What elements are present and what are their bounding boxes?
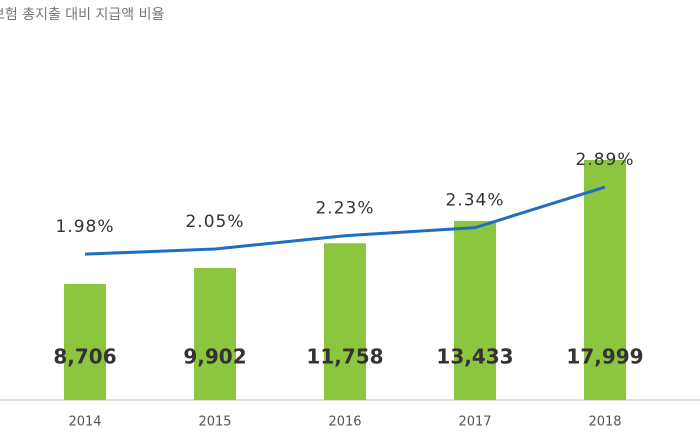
line — [84, 185, 606, 256]
bar — [64, 283, 106, 400]
x-tick-label: 2014 — [68, 415, 101, 430]
x-tick-label: 2015 — [198, 415, 231, 430]
line-value-label: 2.34% — [445, 191, 504, 211]
bar — [324, 243, 366, 400]
line-value-label: 2.05% — [185, 212, 244, 232]
bar-value-label: 11,758 — [306, 345, 383, 369]
bar-value-label: 13,433 — [436, 345, 513, 369]
bar — [454, 220, 496, 400]
line-value-label: 2.89% — [575, 150, 634, 170]
chart-title: 보험 총지출 대비 지급액 비율 — [0, 7, 164, 23]
bar — [584, 160, 626, 400]
bar — [194, 267, 236, 400]
x-tick-label: 2016 — [328, 415, 361, 430]
bar-value-label: 8,706 — [53, 345, 116, 369]
bar-value-label: 17,999 — [566, 345, 643, 369]
line-value-label: 1.98% — [55, 217, 114, 237]
x-tick-label: 2017 — [458, 415, 491, 430]
line-value-label: 2.23% — [315, 199, 374, 219]
bar-value-label: 9,902 — [183, 345, 246, 369]
x-tick-label: 2018 — [588, 415, 621, 430]
